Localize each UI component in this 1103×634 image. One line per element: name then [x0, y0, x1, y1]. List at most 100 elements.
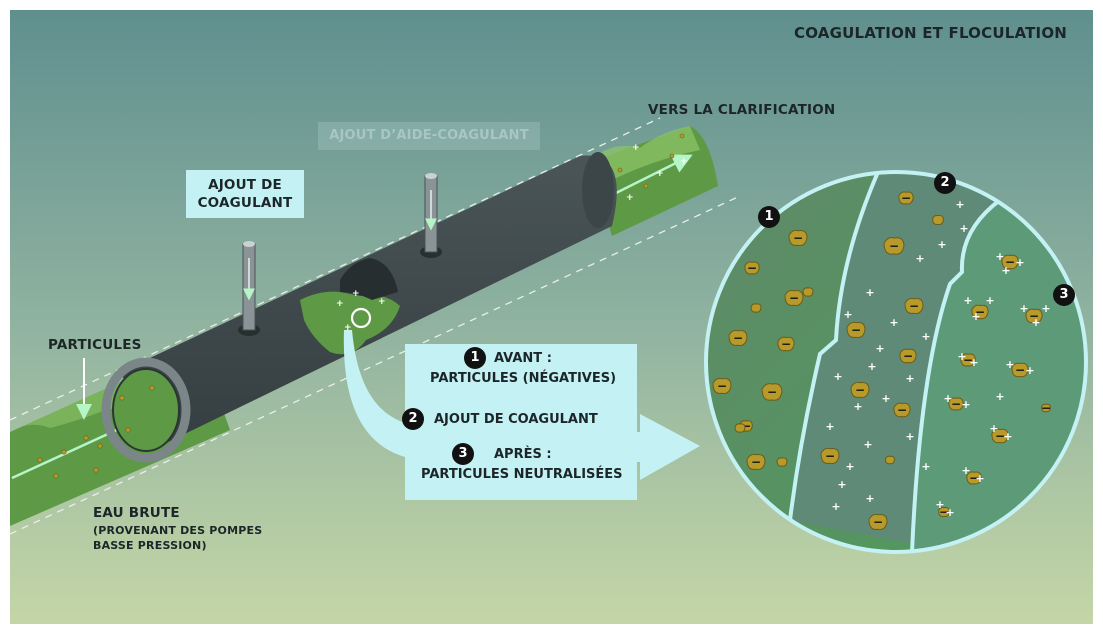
zoom-particle [750, 303, 762, 313]
zoom-positive-charge: + [875, 342, 884, 355]
zoom-positive-charge: + [937, 238, 946, 251]
zoom-particle-charge: − [909, 299, 919, 313]
zoom-particle [938, 506, 950, 517]
legend-box [405, 344, 637, 500]
pipe-cutaway-upper [340, 258, 398, 300]
label-eau-brute: EAU BRUTE [93, 505, 180, 521]
zoom-magnifier: −−−−−−−−−−−−−−−−−−−+++++++++++++++++++++… [706, 172, 1086, 552]
zoom-particle [960, 353, 976, 367]
zoom-particle [932, 214, 944, 225]
legend-step1-line2: PARTICULES (NÉGATIVES) [430, 371, 617, 386]
label-eau-brute-sub2: BASSE PRESSION) [93, 539, 207, 552]
zoom-positive-charge: + [825, 420, 834, 433]
zoom-particle-charge: − [851, 323, 861, 337]
zoom-positive-charge: + [1019, 302, 1028, 315]
zoom-positive-charge: + [957, 350, 966, 363]
zoom-particle-charge: − [963, 353, 973, 367]
zoom-particle-charge: − [741, 419, 751, 433]
zoom-positive-charge: + [969, 356, 978, 369]
zoom-positive-charge: + [985, 294, 994, 307]
zoom-particle [893, 402, 911, 418]
zoom-particle [1011, 362, 1029, 378]
legend-step3-line1: APRÈS : [494, 447, 552, 462]
zoom-positive-charge: + [995, 250, 1004, 263]
zoom-positive-charge: + [1031, 316, 1040, 329]
zoom-particle [776, 457, 788, 467]
legend-step1-line1: AVANT : [494, 351, 552, 366]
zoom-positive-charge: + [1005, 358, 1014, 371]
pipe-inlet-ring [101, 357, 191, 463]
zoom-particle [820, 447, 840, 464]
svg-text:+: + [378, 297, 386, 307]
zoom-particle [788, 229, 808, 246]
svg-text:+: + [656, 169, 664, 179]
zoom-positive-charge: + [961, 398, 970, 411]
zoom-particle-charge: − [903, 349, 913, 363]
zoom-positive-charge: + [935, 498, 944, 511]
zoom-particle-charge: − [855, 383, 865, 397]
zoom-particle-charge: − [781, 337, 791, 351]
label-ajout-aide-coagulant: AJOUT D’AIDE-COAGULANT [318, 122, 540, 150]
zoom-particle [884, 455, 896, 465]
zoom-particle-charge: − [767, 385, 777, 399]
zoom-particle [966, 471, 982, 485]
zoom-particle-charge: − [951, 397, 961, 411]
zoom-zone3-number: 3 [1053, 284, 1075, 306]
zoom-particle-charge: − [897, 403, 907, 417]
zoom-positive-charge: + [833, 370, 842, 383]
coagulant-injector [238, 241, 260, 336]
zoom-particle [904, 297, 924, 314]
zoom-particle [1040, 403, 1052, 413]
page-title: COAGULATION ET FLOCULATION [794, 24, 1068, 42]
label-eau-brute-sub1: (PROVENANT DES POMPES [93, 524, 263, 537]
zoom-positive-charge: + [881, 392, 890, 405]
zoom-particle [1025, 308, 1043, 324]
svg-text:+: + [344, 323, 352, 333]
zoom-zone1-number: 1 [758, 206, 780, 228]
zoom-positive-charge: + [905, 372, 914, 385]
label-ajout-coagulant-line1: AJOUT DE [208, 177, 282, 193]
zoom-particle [734, 423, 746, 433]
zoom-particle-charge: − [939, 505, 949, 519]
zoom-positive-charge: + [853, 400, 862, 413]
label-ajout-coagulant: AJOUT DE COAGULANT [186, 170, 304, 218]
zoom-positive-charge: + [867, 360, 876, 373]
zoom-positive-charge: + [863, 438, 872, 451]
zoom-positive-charge: + [955, 198, 964, 211]
zoom-particle [746, 453, 766, 470]
zoom-particle-charge: − [975, 305, 985, 319]
zoom-particle-charge: − [995, 429, 1005, 443]
svg-text:+: + [352, 289, 360, 299]
zoom-particle [761, 383, 783, 401]
zoom-positive-charge: + [905, 430, 914, 443]
zoom-positive-charge: + [889, 316, 898, 329]
aide-coagulant-injector [420, 173, 442, 258]
zoom-particle-charge: − [1005, 255, 1015, 269]
zoom-particle-charge: − [901, 191, 911, 205]
legend-step2-line1: AJOUT DE COAGULANT [434, 412, 598, 427]
zoom-positive-charge: + [1041, 302, 1050, 315]
zoom-positive-charge: + [943, 392, 952, 405]
zoom-positive-charge: + [1003, 430, 1012, 443]
zoom-particle [802, 287, 814, 297]
zoom-particle-charge: − [873, 515, 883, 529]
zoom-positive-charge: + [843, 308, 852, 321]
zoom-particle [777, 336, 795, 352]
svg-text:+: + [626, 193, 634, 203]
stream-charges: + + + + + + + + [336, 143, 688, 333]
pipe-cutaway [300, 291, 400, 355]
legend-step1-number: 1 [464, 347, 486, 369]
zoom-positive-charge: + [1025, 364, 1034, 377]
svg-text:+: + [632, 143, 640, 153]
label-vers-clarification: VERS LA CLARIFICATION [648, 102, 836, 118]
zoom-positive-charge: + [831, 500, 840, 513]
zoom-particle [728, 329, 748, 346]
zoom-particle [883, 237, 905, 255]
zoom-positive-charge: + [995, 390, 1004, 403]
zoom-particle [991, 428, 1009, 444]
zoom-particle [971, 304, 989, 320]
zoom-particle-charge: − [751, 455, 761, 469]
zoom-particle-charge: − [733, 331, 743, 345]
flow-arrow-right [609, 154, 693, 198]
zoom-particle [712, 377, 732, 394]
